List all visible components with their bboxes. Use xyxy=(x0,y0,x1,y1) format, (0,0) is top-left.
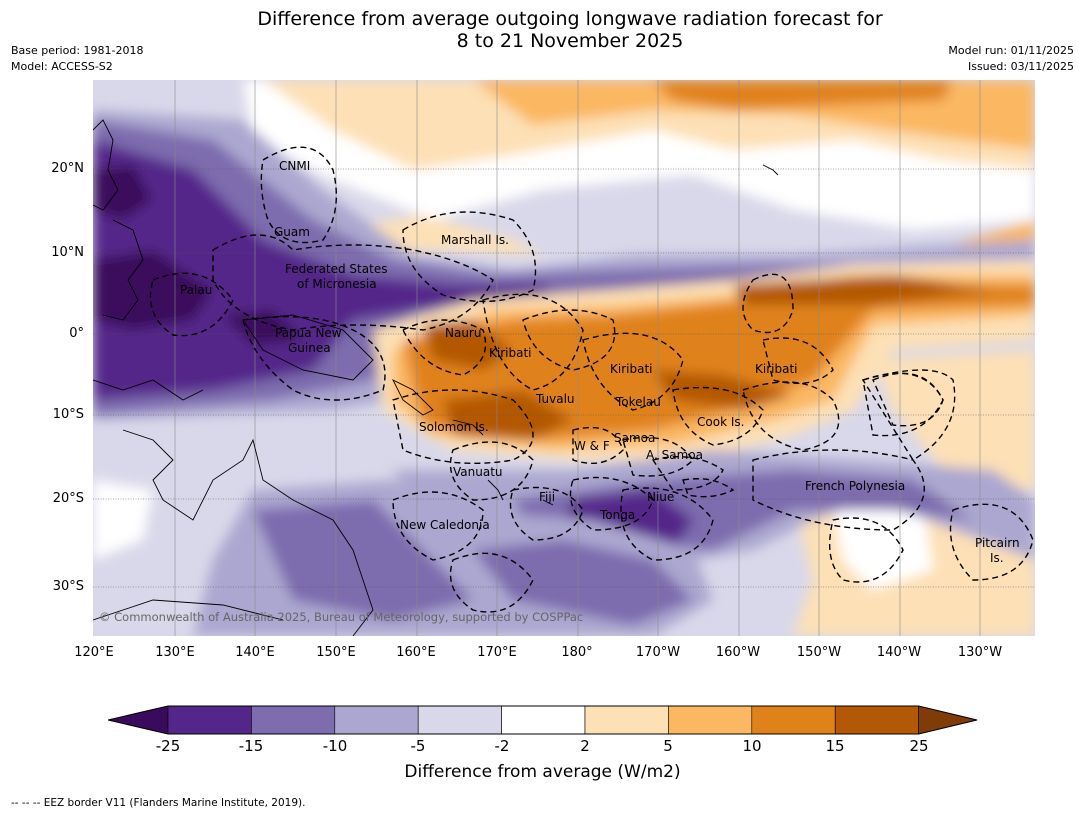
anomaly-field xyxy=(93,80,1035,636)
colorbar-label-0: -25 xyxy=(155,737,181,755)
colorbar-label-9: 25 xyxy=(909,737,929,755)
colorbar-segment-max xyxy=(918,705,978,735)
label-tonga: Tonga xyxy=(599,508,635,522)
label-vanuatu: Vanuatu xyxy=(453,465,503,479)
label-marshall-islands: Marshall Is. xyxy=(441,233,509,247)
colorbar-segment-4 xyxy=(417,705,502,735)
label-new-caledonia: New Caledonia xyxy=(400,518,490,532)
label-kiribati-west: Kiribati xyxy=(489,346,531,360)
issued-date: Issued: 03/11/2025 xyxy=(967,60,1074,73)
lon-label-130e: 130°E xyxy=(155,645,195,660)
colorbar-segment-min xyxy=(108,705,169,735)
meta-right: Model run: 01/11/2025 Issued: 03/11/2025 xyxy=(948,43,1074,75)
lon-label-140w: 140°W xyxy=(876,645,922,660)
label-nauru: Nauru xyxy=(445,326,481,340)
copyright-notice: © Commonwealth of Australia 2025, Bureau… xyxy=(99,610,583,624)
colorbar-label-6: 5 xyxy=(663,737,673,755)
base-period: Base period: 1981-2018 xyxy=(11,44,144,57)
title-line-1: Difference from average outgoing longwav… xyxy=(257,8,883,30)
lon-label-170w: 170°W xyxy=(635,645,681,660)
colorbar-label-1: -15 xyxy=(238,737,264,755)
lon-label-160e: 160°E xyxy=(396,645,436,660)
lat-label-20n: 20°N xyxy=(51,161,84,176)
lon-label-150w: 150°W xyxy=(796,645,842,660)
eez-legend-note: -- -- -- EEZ border V11 (Flanders Marine… xyxy=(11,797,306,809)
label-png-line2: Guinea xyxy=(288,341,331,355)
label-niue: Niue xyxy=(647,490,674,504)
forecast-map: CNMI Guam Marshall Is. Federated States … xyxy=(93,80,1035,636)
model-run: Model run: 01/11/2025 xyxy=(948,44,1074,57)
label-wallis-futuna: W & F xyxy=(574,439,610,453)
colorbar-segment-1 xyxy=(167,705,252,735)
latitude-lines xyxy=(93,168,1035,588)
eez-borders xyxy=(149,146,1034,613)
colorbar-title: Difference from average (W/m2) xyxy=(404,762,681,782)
label-cnmi: CNMI xyxy=(279,159,310,173)
label-pitcairn-line2: Is. xyxy=(990,551,1004,565)
lon-label-150e: 150°E xyxy=(316,645,356,660)
model-name: Model: ACCESS-S2 xyxy=(11,60,113,73)
label-png-line1: Papua New xyxy=(275,326,342,340)
colorbar-label-7: 10 xyxy=(742,737,762,755)
label-fsm-line1: Federated States xyxy=(285,262,387,276)
colorbar-label-3: -5 xyxy=(410,737,426,755)
label-cook-islands: Cook Is. xyxy=(697,415,744,429)
graticule xyxy=(174,80,981,636)
colorbar-segment-8 xyxy=(751,705,836,735)
coastlines xyxy=(93,119,779,636)
lat-label-30s: 30°S xyxy=(52,579,84,594)
colorbar-segment-9 xyxy=(834,705,919,735)
lon-label-180: 180° xyxy=(561,645,593,660)
meta-left: Base period: 1981-2018 Model: ACCESS-S2 xyxy=(11,43,143,75)
colorbar xyxy=(108,705,978,735)
colorbar-segment-3 xyxy=(334,705,419,735)
label-solomon-islands: Solomon Is. xyxy=(419,420,489,434)
label-kiribati-central: Kiribati xyxy=(610,362,652,376)
label-tuvalu: Tuvalu xyxy=(535,392,575,406)
label-fsm-line2: of Micronesia xyxy=(297,277,377,291)
map-title: Difference from average outgoing longwav… xyxy=(0,8,1085,52)
colorbar-segment-7 xyxy=(668,705,753,735)
place-labels: CNMI Guam Marshall Is. Federated States … xyxy=(180,159,1020,565)
colorbar-label-4: -2 xyxy=(494,737,510,755)
lon-label-170e: 170°E xyxy=(477,645,517,660)
label-palau: Palau xyxy=(180,283,212,297)
colorbar-label-2: -10 xyxy=(322,737,348,755)
lon-label-160w: 160°W xyxy=(715,645,761,660)
title-line-2: 8 to 21 November 2025 xyxy=(456,30,684,52)
lat-label-20s: 20°S xyxy=(52,491,84,506)
label-french-polynesia: French Polynesia xyxy=(805,479,905,493)
label-fiji: Fiji xyxy=(539,490,555,504)
lon-label-120e: 120°E xyxy=(74,645,114,660)
colorbar-outline xyxy=(108,705,978,735)
lon-label-130w: 130°W xyxy=(957,645,1003,660)
colorbar-segment-5 xyxy=(501,705,586,735)
lat-label-10n: 10°N xyxy=(51,245,84,260)
colorbar-segment-2 xyxy=(251,705,336,735)
lat-label-0: 0° xyxy=(69,326,84,341)
lon-label-140e: 140°E xyxy=(235,645,275,660)
label-kiribati-east: Kiribati xyxy=(755,362,797,376)
label-samoa: Samoa xyxy=(614,431,655,445)
colorbar-segment-6 xyxy=(584,705,669,735)
colorbar-label-5: 2 xyxy=(580,737,590,755)
label-pitcairn-line1: Pitcairn xyxy=(975,536,1020,550)
label-american-samoa: A. Samoa xyxy=(646,448,703,462)
label-guam: Guam xyxy=(274,225,310,239)
colorbar-label-8: 15 xyxy=(825,737,845,755)
lat-label-10s: 10°S xyxy=(52,407,84,422)
label-tokelau: Tokelau xyxy=(615,395,661,409)
